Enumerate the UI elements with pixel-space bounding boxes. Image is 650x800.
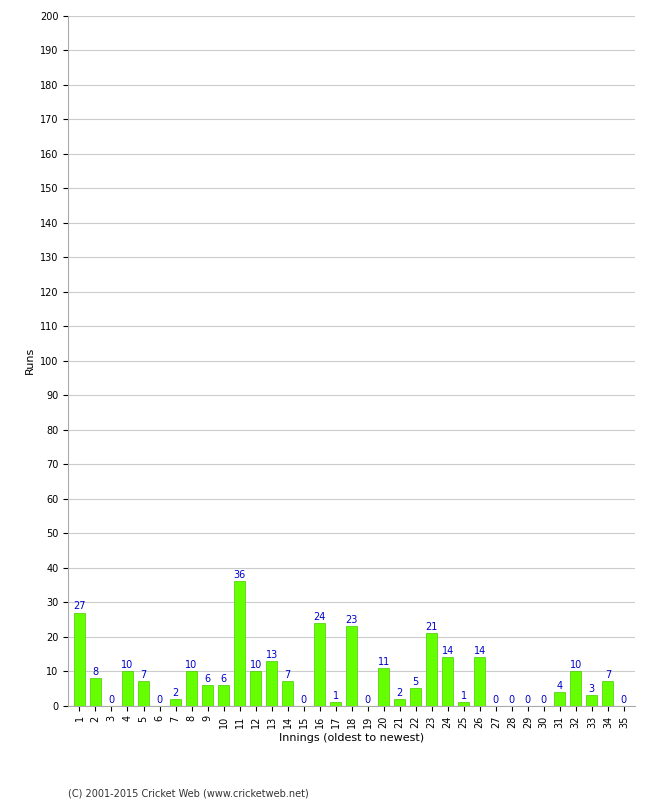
Text: 23: 23	[345, 615, 358, 626]
X-axis label: Innings (oldest to newest): Innings (oldest to newest)	[279, 734, 424, 743]
Text: 0: 0	[109, 694, 114, 705]
Bar	[218, 685, 229, 706]
Bar	[346, 626, 358, 706]
Bar	[570, 671, 581, 706]
Bar	[442, 658, 453, 706]
Bar	[554, 692, 565, 706]
Text: 2: 2	[172, 688, 179, 698]
Text: 24: 24	[313, 612, 326, 622]
Text: 7: 7	[285, 670, 291, 681]
Text: 6: 6	[220, 674, 227, 684]
Bar	[250, 671, 261, 706]
Text: (C) 2001-2015 Cricket Web (www.cricketweb.net): (C) 2001-2015 Cricket Web (www.cricketwe…	[68, 788, 309, 798]
Text: 5: 5	[413, 678, 419, 687]
Text: 0: 0	[509, 694, 515, 705]
Text: 0: 0	[157, 694, 162, 705]
Bar	[122, 671, 133, 706]
Text: 4: 4	[557, 681, 563, 690]
Bar	[170, 698, 181, 706]
Text: 14: 14	[474, 646, 486, 656]
Bar	[266, 661, 277, 706]
Text: 14: 14	[441, 646, 454, 656]
Text: 10: 10	[250, 660, 262, 670]
Text: 0: 0	[541, 694, 547, 705]
Text: 3: 3	[589, 684, 595, 694]
Bar	[378, 668, 389, 706]
Text: 2: 2	[396, 688, 403, 698]
Text: 0: 0	[493, 694, 499, 705]
Bar	[282, 682, 293, 706]
Bar	[74, 613, 85, 706]
Text: 0: 0	[300, 694, 307, 705]
Text: 8: 8	[92, 667, 99, 677]
Bar	[202, 685, 213, 706]
Bar	[586, 695, 597, 706]
Text: 11: 11	[378, 657, 390, 666]
Text: 1: 1	[461, 691, 467, 701]
Bar	[234, 582, 245, 706]
Text: 0: 0	[621, 694, 627, 705]
Text: 36: 36	[233, 570, 246, 581]
Bar	[474, 658, 486, 706]
Y-axis label: Runs: Runs	[25, 347, 34, 374]
Bar	[90, 678, 101, 706]
Bar	[330, 702, 341, 706]
Text: 1: 1	[333, 691, 339, 701]
Bar	[603, 682, 614, 706]
Text: 27: 27	[73, 602, 86, 611]
Text: 0: 0	[365, 694, 370, 705]
Text: 7: 7	[604, 670, 611, 681]
Bar	[458, 702, 469, 706]
Text: 10: 10	[122, 660, 134, 670]
Bar	[186, 671, 197, 706]
Text: 7: 7	[140, 670, 147, 681]
Text: 21: 21	[426, 622, 438, 632]
Bar	[410, 688, 421, 706]
Text: 10: 10	[185, 660, 198, 670]
Bar	[426, 633, 437, 706]
Bar	[314, 623, 325, 706]
Bar	[394, 698, 406, 706]
Text: 13: 13	[265, 650, 278, 660]
Text: 10: 10	[569, 660, 582, 670]
Bar	[138, 682, 149, 706]
Text: 0: 0	[525, 694, 531, 705]
Text: 6: 6	[205, 674, 211, 684]
